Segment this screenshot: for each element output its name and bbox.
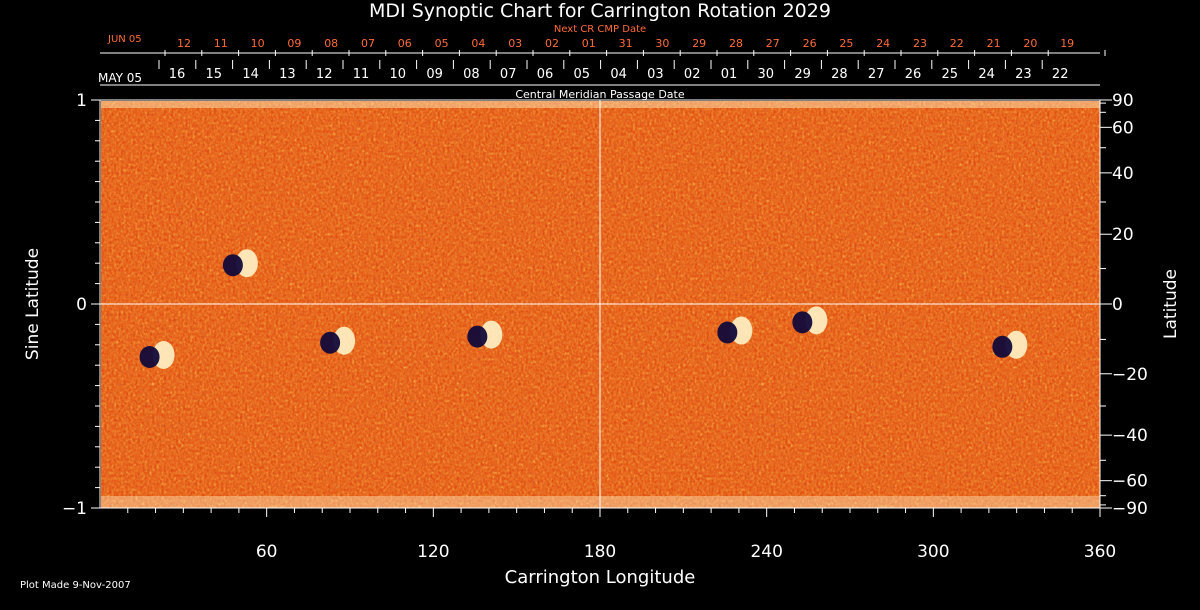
cmp-label: Central Meridian Passage Date — [515, 88, 684, 101]
next-cr-date: 03 — [508, 37, 522, 50]
next-cr-date: 01 — [582, 37, 596, 50]
cmp-date: 08 — [463, 67, 480, 82]
cmp-date: 30 — [758, 67, 775, 82]
next-cr-date: 08 — [324, 37, 338, 50]
next-cr-date: 24 — [876, 37, 890, 50]
next-cr-date: 04 — [471, 37, 485, 50]
next-cr-date: 06 — [398, 37, 412, 50]
next-cr-date: 05 — [435, 37, 449, 50]
next-cr-date: 21 — [987, 37, 1001, 50]
next-cr-date: 28 — [729, 37, 743, 50]
right-y-tick-label: 40 — [1112, 164, 1134, 184]
next-cr-date: 30 — [655, 37, 669, 50]
next-cr-date: 27 — [766, 37, 780, 50]
x-tick-label: 180 — [584, 542, 616, 562]
x-tick-label: 300 — [917, 542, 949, 562]
active-region-negative — [992, 335, 1013, 358]
right-y-tick-label: 60 — [1112, 118, 1134, 138]
next-cr-date: 11 — [214, 37, 228, 50]
x-axis-label: Carrington Longitude — [505, 567, 696, 588]
next-cr-date: 12 — [177, 37, 191, 50]
next-cr-date: 22 — [950, 37, 964, 50]
active-region-negative — [139, 346, 160, 368]
x-tick-label: 120 — [417, 542, 449, 562]
cmp-date: 24 — [978, 67, 995, 82]
cmp-date: 16 — [169, 67, 186, 82]
cmp-date: 29 — [794, 67, 811, 82]
left-y-tick-label: 0 — [76, 295, 87, 315]
active-region-negative — [222, 254, 243, 277]
next-cr-date: 02 — [545, 37, 559, 50]
cmp-date: 11 — [353, 67, 370, 82]
next-cr-date: 09 — [287, 37, 301, 50]
active-region-negative — [467, 325, 488, 348]
left-y-axis-label: Sine Latitude — [23, 248, 43, 360]
right-y-tick-label: −60 — [1112, 472, 1148, 492]
next-cr-date: 31 — [619, 37, 633, 50]
cmp-month: MAY 05 — [98, 71, 142, 85]
x-tick-label: 240 — [750, 542, 782, 562]
cmp-date: 09 — [426, 67, 443, 82]
plot-made-note: Plot Made 9-Nov-2007 — [20, 580, 131, 591]
active-region-negative — [717, 321, 738, 344]
next-cr-month: JUN 05 — [107, 34, 142, 45]
cmp-date: 05 — [574, 67, 591, 82]
active-region-negative — [320, 331, 341, 354]
right-y-tick-label: 0 — [1112, 295, 1123, 315]
cmp-date: 14 — [242, 67, 259, 82]
active-region-negative — [792, 311, 813, 334]
next-cr-date: 10 — [251, 37, 265, 50]
cmp-date: 22 — [1052, 67, 1069, 82]
cmp-date: 01 — [721, 67, 738, 82]
cmp-date: 13 — [279, 67, 296, 82]
next-cr-date: 29 — [692, 37, 706, 50]
cmp-date: 10 — [390, 67, 407, 82]
cmp-date: 15 — [206, 67, 223, 82]
right-y-tick-label: −20 — [1112, 365, 1148, 385]
next-cr-date: 19 — [1060, 37, 1074, 50]
right-y-tick-label: −90 — [1112, 499, 1148, 519]
right-y-tick-label: 20 — [1112, 225, 1134, 245]
next-cr-date: 20 — [1023, 37, 1037, 50]
right-y-tick-label: 90 — [1112, 91, 1134, 111]
cmp-date: 28 — [831, 67, 848, 82]
cmp-date: 07 — [500, 67, 517, 82]
next-cr-label: Next CR CMP Date — [554, 24, 646, 35]
next-cr-date: 26 — [803, 37, 817, 50]
left-y-tick-label: 1 — [76, 91, 87, 111]
right-y-axis-label: Latitude — [1161, 269, 1181, 339]
cmp-date: 06 — [537, 67, 554, 82]
cmp-date: 02 — [684, 67, 701, 82]
cmp-date: 25 — [942, 67, 959, 82]
cmp-date: 27 — [868, 67, 885, 82]
x-tick-label: 360 — [1084, 542, 1116, 562]
x-tick-label: 60 — [256, 542, 278, 562]
cmp-date: 04 — [610, 67, 627, 82]
next-cr-date: 07 — [361, 37, 375, 50]
next-cr-date: 23 — [913, 37, 927, 50]
right-y-tick-label: −40 — [1112, 426, 1148, 446]
cmp-date: 26 — [905, 67, 922, 82]
left-y-tick-label: −1 — [62, 499, 87, 519]
cmp-date: 03 — [647, 67, 664, 82]
cmp-date: 23 — [1015, 67, 1032, 82]
chart-title: MDI Synoptic Chart for Carrington Rotati… — [369, 0, 831, 22]
cmp-date: 12 — [316, 67, 333, 82]
next-cr-date: 25 — [839, 37, 853, 50]
